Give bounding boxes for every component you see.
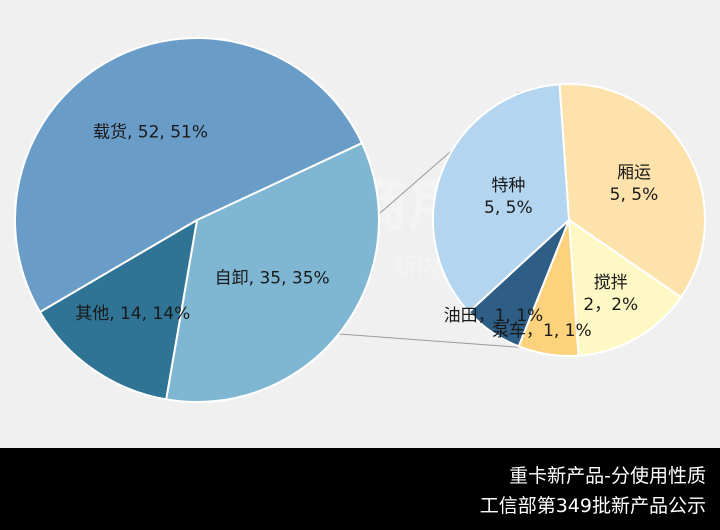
sub-slice-0 <box>558 83 706 299</box>
sub-label-4-line-0: 特种 <box>491 176 525 196</box>
sub-label-1-line-1: 2，2% <box>583 295 638 315</box>
footer-subtitle: 工信部第349批新产品公示 <box>479 495 706 517</box>
sub-pie <box>432 83 706 357</box>
sub-slice-4 <box>432 83 571 314</box>
sub-label-1-line-0: 搅拌 <box>594 273 628 293</box>
main-slice-1 <box>38 218 199 401</box>
pie-of-pie-chart: tt 提加商用车 专注自媒体 · 新内容传播 自卸, 35, 35%其他, 14… <box>14 37 706 403</box>
sub-label-3-line-0: 油田，1, 1% <box>444 306 544 326</box>
sub-label-0-line-0: 厢运 <box>617 163 651 183</box>
sub-label-0-line-1: 5, 5% <box>610 185 659 205</box>
main-slice-2 <box>14 37 364 314</box>
sub-label-2-line-0: 泵车，1, 1% <box>492 321 592 341</box>
sub-slice-1 <box>567 217 683 357</box>
main-label-0: 自卸, 35, 35% <box>215 268 330 288</box>
main-slice-0 <box>165 141 380 403</box>
chart-svg: tt 提加商用车 专注自媒体 · 新内容传播 自卸, 35, 35%其他, 14… <box>14 37 706 403</box>
main-pie <box>14 37 380 403</box>
main-label-1: 其他, 14, 14% <box>75 304 190 324</box>
sub-label-4-line-1: 5, 5% <box>484 198 533 218</box>
footer-title: 重卡新产品-分使用性质 <box>509 465 706 487</box>
data-labels: 自卸, 35, 35%其他, 14, 14%载货, 52, 51%厢运5, 5%… <box>75 122 658 341</box>
main-label-2: 载货, 52, 51% <box>93 122 208 142</box>
footer-bar: 重卡新产品-分使用性质 工信部第349批新产品公示 <box>0 448 720 530</box>
